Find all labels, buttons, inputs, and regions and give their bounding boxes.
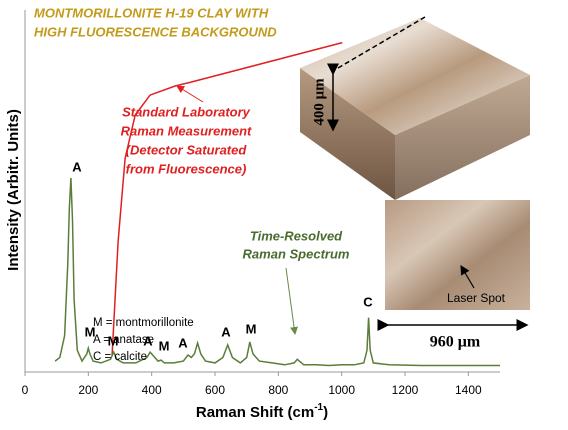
peak-label: A xyxy=(178,335,188,350)
chart: 400 μm Laser Spot 960 μm Intensity (Arbi… xyxy=(0,0,568,430)
time-resolved-note: Raman Spectrum xyxy=(243,246,350,261)
peak-label: C xyxy=(363,294,373,309)
standard-arrow xyxy=(177,86,203,102)
y-axis-label: Intensity (Arbitr. Units) xyxy=(5,109,22,271)
x-tick-label: 1000 xyxy=(328,383,355,397)
x-tick-label: 800 xyxy=(268,383,288,397)
x-tick-label: 1400 xyxy=(455,383,482,397)
chart-title: MONTMORILLONITE H-19 CLAY WITH xyxy=(34,5,269,20)
standard-note: Standard Laboratory xyxy=(122,104,251,119)
x-axis-label: Raman Shift (cm-1) xyxy=(196,402,328,421)
x-label-text: Raman Shift (cm xyxy=(196,404,314,421)
peak-label: A xyxy=(221,324,231,339)
chart-title: HIGH FLUORESCENCE BACKGROUND xyxy=(34,24,277,39)
x-tick-label: 400 xyxy=(142,383,162,397)
peak-label: M xyxy=(85,324,96,339)
spot-label: Laser Spot xyxy=(447,291,506,305)
peak-label: M xyxy=(159,338,170,353)
x-tick-label: 200 xyxy=(78,383,98,397)
x-tick-label: 0 xyxy=(22,383,29,397)
peak-label: M xyxy=(108,333,119,348)
peak-label: A xyxy=(143,333,153,348)
key-entry: M = montmorillonite xyxy=(93,317,194,329)
standard-note: from Fluorescence) xyxy=(126,161,247,176)
peak-label: M xyxy=(246,321,257,336)
time-resolved-arrow xyxy=(286,268,295,334)
time-resolved-note: Time-Resolved xyxy=(250,228,343,243)
x-tick-label: 1200 xyxy=(392,383,419,397)
peak-label: A xyxy=(72,159,82,174)
x-tick-label: 600 xyxy=(205,383,225,397)
standard-note: Raman Measurement xyxy=(121,123,252,138)
standard-note: (Detector Saturated xyxy=(126,142,248,157)
key-entry: C = calcite xyxy=(93,351,147,363)
x-label-tail: ) xyxy=(323,404,328,421)
height-label: 400 μm xyxy=(311,78,327,126)
width-label: 960 μm xyxy=(430,334,481,351)
